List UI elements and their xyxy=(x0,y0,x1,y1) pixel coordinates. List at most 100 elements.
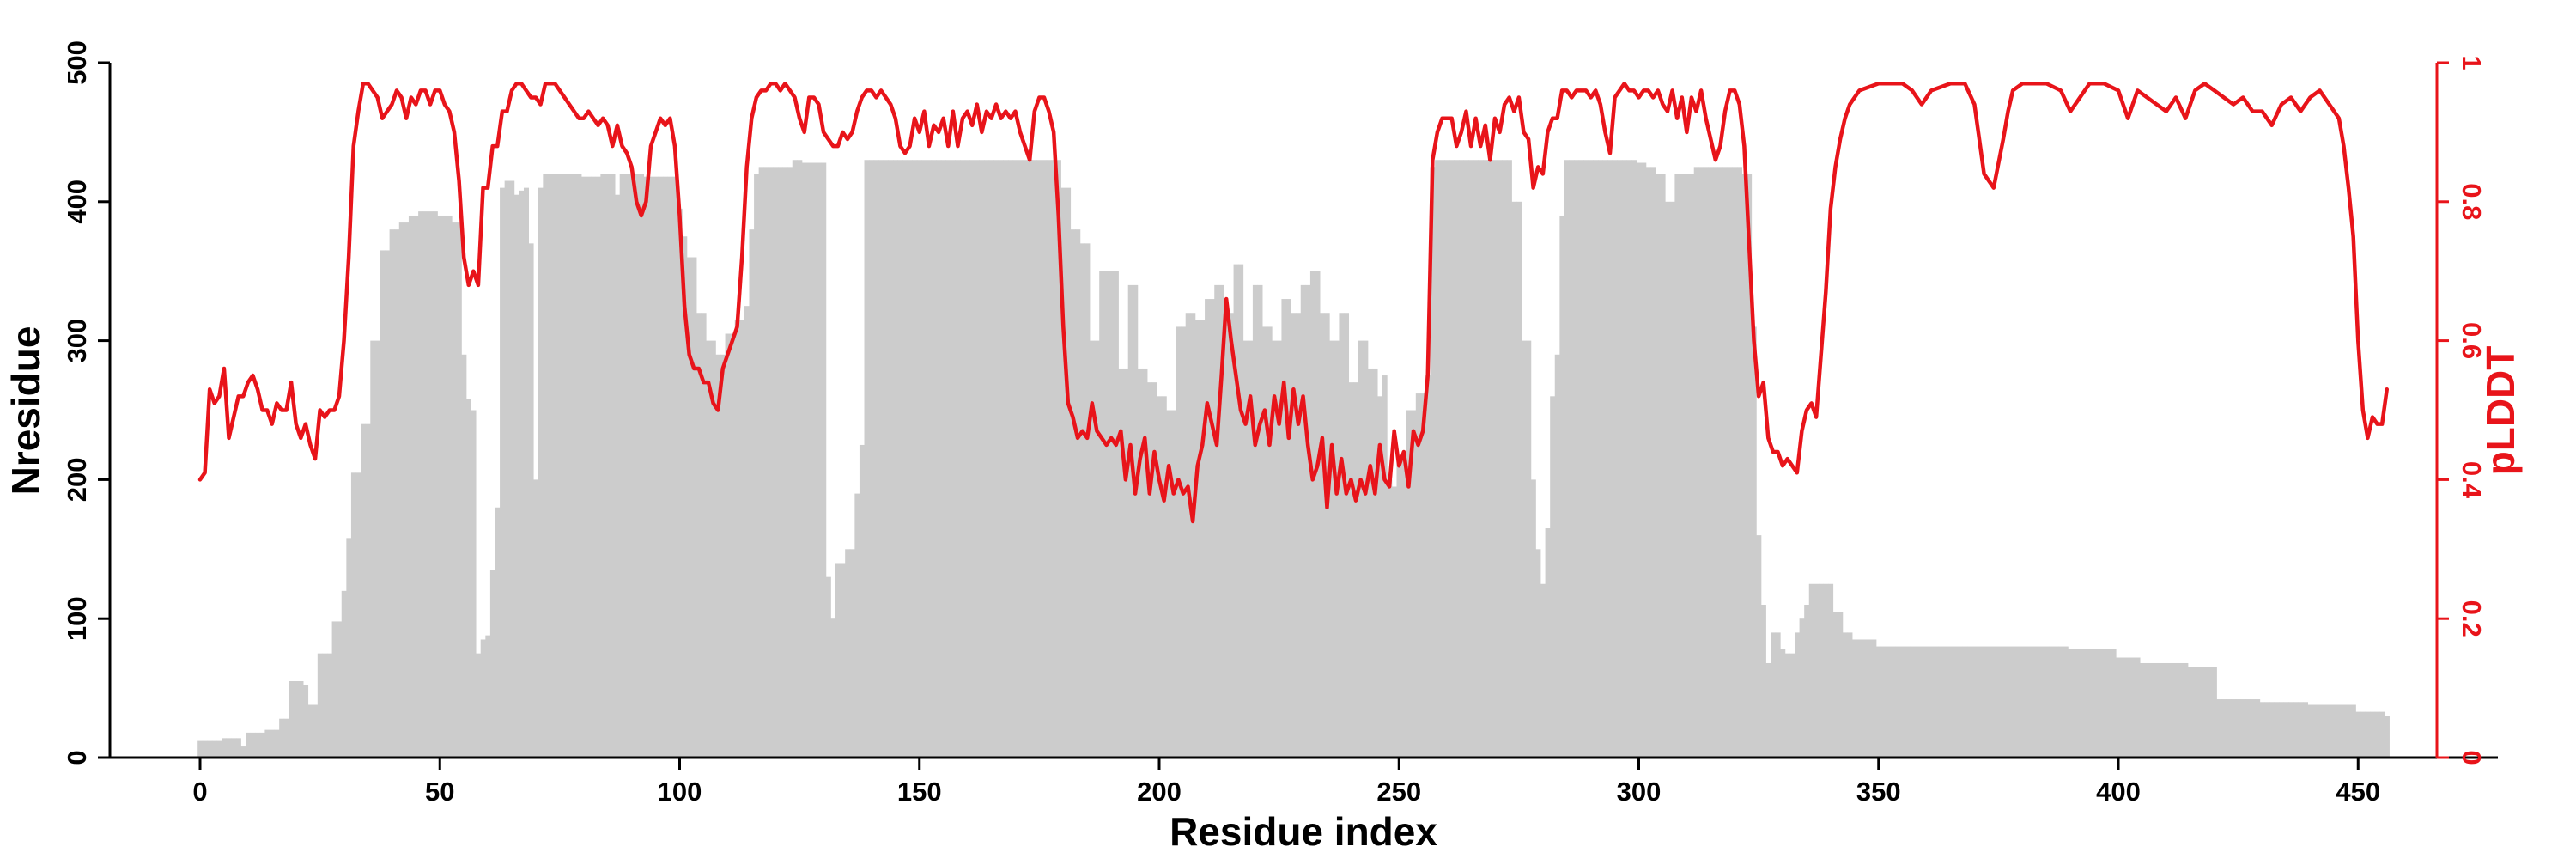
bar-375 xyxy=(1996,646,2002,758)
bar-258 xyxy=(1435,160,1441,758)
y-right-tick-label-0.8: 0.8 xyxy=(2457,183,2487,220)
bar-298 xyxy=(1626,160,1632,758)
bar-161 xyxy=(969,160,975,758)
bar-66 xyxy=(513,194,519,758)
bar-6 xyxy=(226,738,232,758)
bar-111 xyxy=(730,333,736,758)
bar-122 xyxy=(782,167,788,758)
bar-430 xyxy=(2259,702,2265,758)
bar-377 xyxy=(2005,646,2011,758)
bar-20 xyxy=(293,681,299,758)
bar-390 xyxy=(2068,649,2074,758)
bar-135 xyxy=(845,549,851,758)
bar-208 xyxy=(1194,320,1200,758)
bar-65 xyxy=(509,180,515,758)
bar-170 xyxy=(1012,160,1018,758)
bar-56 xyxy=(465,399,471,758)
bar-107 xyxy=(710,340,716,758)
bar-276 xyxy=(1521,340,1527,758)
bar-309 xyxy=(1679,174,1685,758)
bar-123 xyxy=(787,167,793,758)
bar-121 xyxy=(777,167,783,758)
bar-243 xyxy=(1363,340,1369,758)
bar-131 xyxy=(825,576,831,758)
bar-4 xyxy=(216,740,222,758)
bar-302 xyxy=(1645,167,1651,758)
bar-419 xyxy=(2207,667,2213,758)
bar-313 xyxy=(1698,167,1704,758)
bar-368 xyxy=(1962,646,1968,758)
bar-3 xyxy=(211,740,217,758)
bar-440 xyxy=(2307,704,2313,758)
bar-443 xyxy=(2322,704,2328,758)
bar-201 xyxy=(1161,396,1167,758)
bar-211 xyxy=(1209,299,1215,758)
bar-408 xyxy=(2154,662,2160,758)
bar-227 xyxy=(1286,299,1291,758)
x-tick-label-0: 0 xyxy=(192,777,207,807)
x-axis-label: Residue index xyxy=(1170,809,1437,854)
bar-334 xyxy=(1799,618,1805,758)
bar-117 xyxy=(758,167,764,758)
bar-435 xyxy=(2283,702,2289,758)
bar-450 xyxy=(2355,711,2361,758)
bar-319 xyxy=(1727,167,1733,758)
bar-48 xyxy=(428,211,434,758)
bar-380 xyxy=(2020,646,2026,758)
bar-109 xyxy=(720,354,726,758)
bar-357 xyxy=(1910,646,1916,758)
bar-329 xyxy=(1775,632,1781,758)
bar-193 xyxy=(1123,368,1129,758)
bar-171 xyxy=(1018,160,1024,758)
bar-318 xyxy=(1722,167,1728,758)
bar-191 xyxy=(1113,271,1119,758)
bar-410 xyxy=(2164,662,2170,758)
bar-367 xyxy=(1957,646,1963,758)
bar-442 xyxy=(2317,704,2323,758)
bar-196 xyxy=(1137,368,1143,758)
bar-431 xyxy=(2264,702,2270,758)
bar-59 xyxy=(480,639,486,758)
bar-436 xyxy=(2288,702,2294,758)
y-right-tick-label-0.6: 0.6 xyxy=(2457,322,2487,359)
bar-420 xyxy=(2211,667,2217,758)
y-left-tick-label-400: 400 xyxy=(62,180,92,224)
bar-223 xyxy=(1267,326,1273,758)
bar-434 xyxy=(2279,702,2285,758)
bar-205 xyxy=(1181,326,1187,758)
bar-190 xyxy=(1109,271,1115,758)
bar-83 xyxy=(595,176,601,758)
bar-134 xyxy=(840,563,846,758)
bar-290 xyxy=(1588,160,1594,758)
y-left-tick-label-200: 200 xyxy=(62,458,92,503)
bar-382 xyxy=(2029,646,2035,758)
bar-409 xyxy=(2159,662,2165,758)
bar-263 xyxy=(1459,160,1465,758)
bar-210 xyxy=(1205,299,1211,758)
bar-183 xyxy=(1075,229,1081,758)
bar-381 xyxy=(2025,646,2031,758)
bar-415 xyxy=(2187,667,2193,758)
bar-245 xyxy=(1372,368,1378,758)
bar-412 xyxy=(2173,662,2179,758)
bar-174 xyxy=(1032,160,1037,758)
bar-90 xyxy=(629,174,635,758)
bar-78 xyxy=(571,174,577,758)
bar-402 xyxy=(2125,657,2131,758)
bar-163 xyxy=(979,160,985,758)
bar-405 xyxy=(2140,662,2146,758)
bar-401 xyxy=(2120,657,2126,758)
bar-8 xyxy=(235,738,241,758)
bar-348 xyxy=(1866,639,1872,758)
bar-218 xyxy=(1242,340,1249,758)
bar-132 xyxy=(830,618,836,758)
bar-54 xyxy=(456,222,462,758)
y-axis-right-label: pLDDT xyxy=(2478,346,2523,476)
bar-314 xyxy=(1703,167,1709,758)
bar-403 xyxy=(2129,657,2136,758)
bar-149 xyxy=(912,160,918,758)
bar-239 xyxy=(1344,313,1350,758)
bar-427 xyxy=(2245,699,2251,758)
bar-246 xyxy=(1377,396,1383,758)
bar-260 xyxy=(1444,160,1450,758)
